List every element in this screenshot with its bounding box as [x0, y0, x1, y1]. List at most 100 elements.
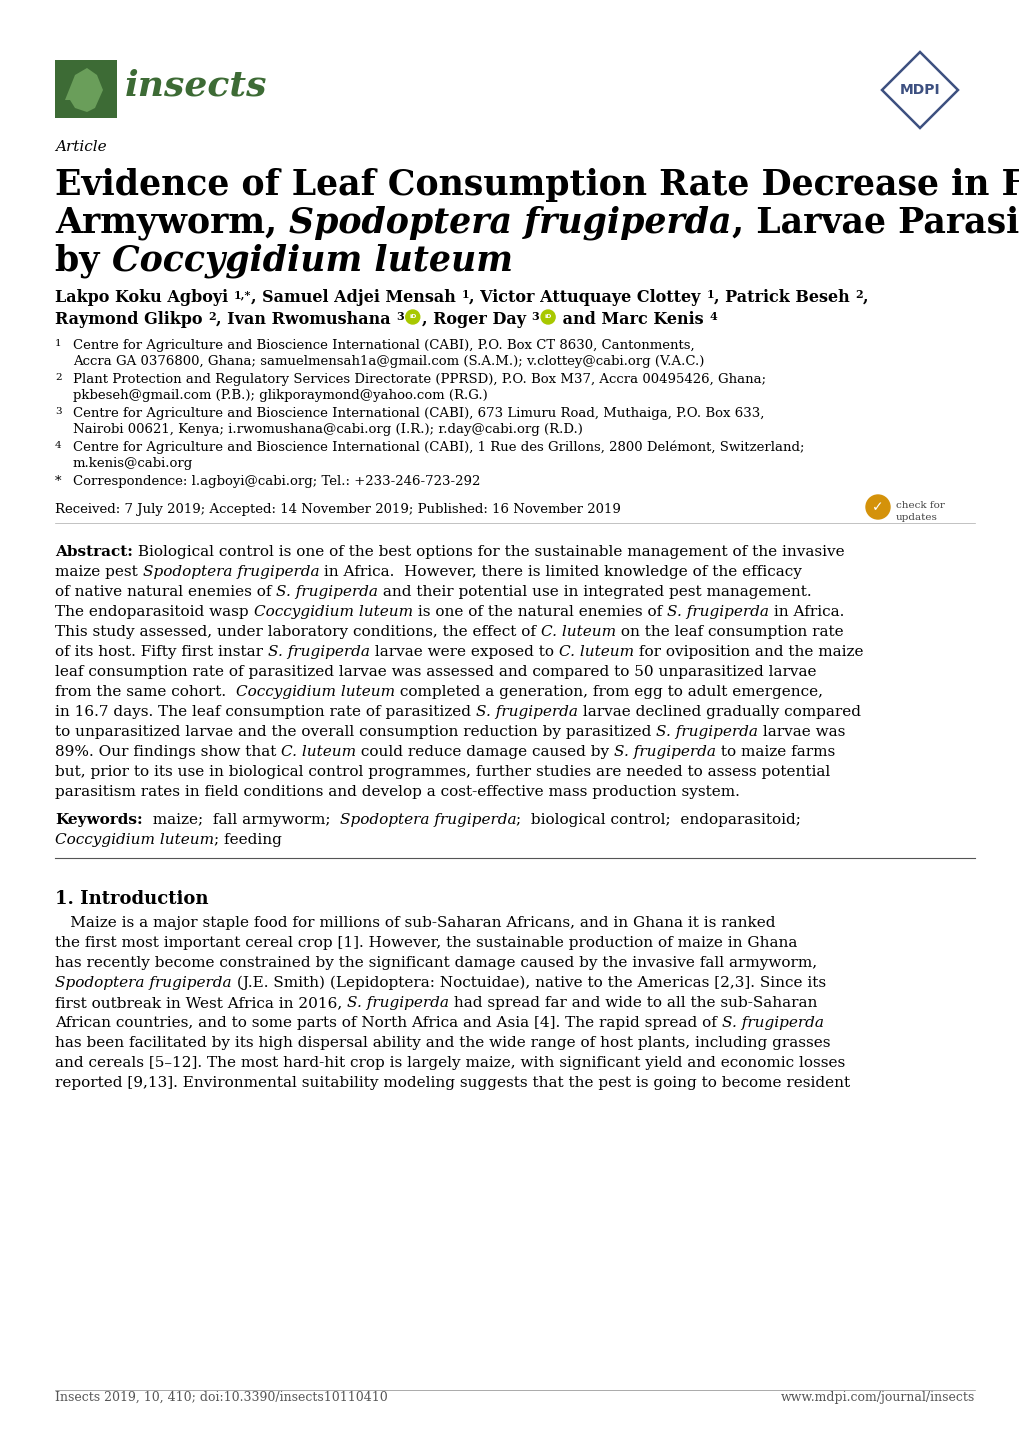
- Text: , Roger Day: , Roger Day: [421, 311, 531, 327]
- Text: iD: iD: [544, 314, 551, 320]
- Polygon shape: [881, 52, 957, 128]
- Text: and their potential use in integrated pest management.: and their potential use in integrated pe…: [378, 585, 811, 598]
- Text: ,: ,: [862, 288, 867, 306]
- Text: 3: 3: [531, 311, 539, 322]
- Text: S. frugiperda: S. frugiperda: [613, 746, 715, 758]
- Text: larvae was: larvae was: [757, 725, 845, 738]
- Text: Centre for Agriculture and Bioscience International (CABI), 1 Rue des Grillons, : Centre for Agriculture and Bioscience In…: [73, 441, 804, 454]
- Text: Insects 2019, 10, 410; doi:10.3390/insects10110410: Insects 2019, 10, 410; doi:10.3390/insec…: [55, 1392, 387, 1405]
- Text: first outbreak in West Africa in 2016,: first outbreak in West Africa in 2016,: [55, 996, 346, 1009]
- Text: S. frugiperda: S. frugiperda: [268, 645, 370, 659]
- Text: parasitism rates in field conditions and develop a cost-effective mass productio: parasitism rates in field conditions and…: [55, 784, 739, 799]
- Text: ✓: ✓: [871, 500, 882, 513]
- Text: Coccygidium luteum: Coccygidium luteum: [111, 244, 512, 278]
- Text: , Patrick Beseh: , Patrick Beseh: [713, 288, 854, 306]
- Text: and cereals [5–12]. The most hard-hit crop is largely maize, with significant yi: and cereals [5–12]. The most hard-hit cr…: [55, 1056, 845, 1070]
- Text: African countries, and to some parts of North Africa and Asia [4]. The rapid spr: African countries, and to some parts of …: [55, 1017, 721, 1030]
- Text: check for: check for: [895, 500, 944, 510]
- Text: leaf consumption rate of parasitized larvae was assessed and compared to 50 unpa: leaf consumption rate of parasitized lar…: [55, 665, 815, 679]
- Text: 4: 4: [55, 441, 61, 450]
- Text: Spodoptera frugiperda: Spodoptera frugiperda: [55, 976, 231, 991]
- Text: MDPI: MDPI: [899, 84, 940, 97]
- Text: ; feeding: ; feeding: [214, 833, 281, 846]
- Text: pkbeseh@gmail.com (P.B.); glikporaymond@yahoo.com (R.G.): pkbeseh@gmail.com (P.B.); glikporaymond@…: [73, 389, 487, 402]
- Text: 2: 2: [208, 311, 216, 322]
- Text: 3: 3: [395, 311, 404, 322]
- Text: Raymond Glikpo: Raymond Glikpo: [55, 311, 208, 327]
- Text: of native natural enemies of: of native natural enemies of: [55, 585, 276, 598]
- Text: , Victor Attuquaye Clottey: , Victor Attuquaye Clottey: [469, 288, 705, 306]
- Text: *: *: [55, 474, 61, 487]
- Text: Received: 7 July 2019; Accepted: 14 November 2019; Published: 16 November 2019: Received: 7 July 2019; Accepted: 14 Nove…: [55, 503, 621, 516]
- Text: Centre for Agriculture and Bioscience International (CABI), 673 Limuru Road, Mut: Centre for Agriculture and Bioscience In…: [73, 407, 763, 420]
- Text: , Ivan Rwomushana: , Ivan Rwomushana: [216, 311, 395, 327]
- Text: has been facilitated by its high dispersal ability and the wide range of host pl: has been facilitated by its high dispers…: [55, 1035, 829, 1050]
- Text: ;  biological control;  endoparasitoid;: ; biological control; endoparasitoid;: [516, 813, 801, 828]
- Text: Accra GA 0376800, Ghana; samuelmensah1a@gmail.com (S.A.M.); v.clottey@cabi.org (: Accra GA 0376800, Ghana; samuelmensah1a@…: [73, 355, 704, 368]
- Text: updates: updates: [895, 513, 936, 522]
- Text: but, prior to its use in biological control programmes, further studies are need: but, prior to its use in biological cont…: [55, 766, 829, 779]
- Text: to maize farms: to maize farms: [715, 746, 835, 758]
- Text: larvae declined gradually compared: larvae declined gradually compared: [578, 705, 860, 720]
- Text: 1: 1: [705, 288, 713, 300]
- FancyBboxPatch shape: [55, 61, 117, 118]
- Text: 1,*: 1,*: [233, 288, 251, 300]
- Text: and Marc Kenis: and Marc Kenis: [556, 311, 708, 327]
- Text: Maize is a major staple food for millions of sub-Saharan Africans, and in Ghana : Maize is a major staple food for million…: [55, 916, 774, 930]
- Text: has recently become constrained by the significant damage caused by the invasive: has recently become constrained by the s…: [55, 956, 816, 970]
- Text: on the leaf consumption rate: on the leaf consumption rate: [615, 624, 843, 639]
- Text: , Samuel Adjei Mensah: , Samuel Adjei Mensah: [251, 288, 462, 306]
- Text: This study assessed, under laboratory conditions, the effect of: This study assessed, under laboratory co…: [55, 624, 540, 639]
- Text: maize;  fall armyworm;: maize; fall armyworm;: [143, 813, 339, 828]
- Text: Spodoptera frugiperda: Spodoptera frugiperda: [339, 813, 516, 828]
- Text: Lakpo Koku Agboyi: Lakpo Koku Agboyi: [55, 288, 233, 306]
- Text: Correspondence: l.agboyi@cabi.org; Tel.: +233-246-723-292: Correspondence: l.agboyi@cabi.org; Tel.:…: [73, 474, 480, 487]
- Text: Article: Article: [55, 140, 107, 154]
- Circle shape: [406, 310, 420, 324]
- Text: S. frugiperda: S. frugiperda: [346, 996, 448, 1009]
- Text: 2: 2: [55, 373, 61, 382]
- Text: had spread far and wide to all the sub-Saharan: had spread far and wide to all the sub-S…: [448, 996, 816, 1009]
- Text: S. frugiperda: S. frugiperda: [721, 1017, 823, 1030]
- Text: in Africa.: in Africa.: [768, 606, 844, 619]
- Text: Coccygidium luteum: Coccygidium luteum: [55, 833, 214, 846]
- Text: C. luteum: C. luteum: [281, 746, 356, 758]
- Text: The endoparasitoid wasp: The endoparasitoid wasp: [55, 606, 254, 619]
- Text: C. luteum: C. luteum: [558, 645, 633, 659]
- Text: Keywords:: Keywords:: [55, 813, 143, 828]
- Text: S. frugiperda: S. frugiperda: [276, 585, 378, 598]
- Text: from the same cohort.: from the same cohort.: [55, 685, 235, 699]
- Text: (J.E. Smith) (Lepidoptera: Noctuidae), native to the Americas [2,3]. Since its: (J.E. Smith) (Lepidoptera: Noctuidae), n…: [231, 976, 825, 991]
- Text: www.mdpi.com/journal/insects: www.mdpi.com/journal/insects: [780, 1392, 974, 1405]
- Text: in Africa.  However, there is limited knowledge of the efficacy: in Africa. However, there is limited kno…: [319, 565, 801, 580]
- Text: for oviposition and the maize: for oviposition and the maize: [633, 645, 862, 659]
- Text: Armyworm,: Armyworm,: [55, 206, 289, 239]
- Text: to unparasitized larvae and the overall consumption reduction by parasitized: to unparasitized larvae and the overall …: [55, 725, 655, 738]
- Text: Coccygidium luteum: Coccygidium luteum: [235, 685, 394, 699]
- Text: S. frugiperda: S. frugiperda: [476, 705, 578, 720]
- Text: Centre for Agriculture and Bioscience International (CABI), P.O. Box CT 8630, Ca: Centre for Agriculture and Bioscience In…: [73, 339, 694, 352]
- Text: the first most important cereal crop [1]. However, the sustainable production of: the first most important cereal crop [1]…: [55, 936, 797, 950]
- Text: insects: insects: [125, 68, 267, 102]
- Text: reported [9,13]. Environmental suitability modeling suggests that the pest is go: reported [9,13]. Environmental suitabili…: [55, 1076, 849, 1090]
- Text: completed a generation, from egg to adult emergence,: completed a generation, from egg to adul…: [394, 685, 822, 699]
- Polygon shape: [65, 68, 103, 112]
- Circle shape: [865, 495, 890, 519]
- Text: in 16.7 days. The leaf consumption rate of parasitized: in 16.7 days. The leaf consumption rate …: [55, 705, 476, 720]
- Text: maize pest: maize pest: [55, 565, 143, 580]
- Text: Biological control is one of the best options for the sustainable management of : Biological control is one of the best op…: [132, 545, 844, 559]
- Text: Spodoptera frugiperda: Spodoptera frugiperda: [289, 206, 731, 241]
- Text: iD: iD: [409, 314, 416, 320]
- Text: larvae were exposed to: larvae were exposed to: [370, 645, 558, 659]
- Text: Nairobi 00621, Kenya; i.rwomushana@cabi.org (I.R.); r.day@cabi.org (R.D.): Nairobi 00621, Kenya; i.rwomushana@cabi.…: [73, 423, 582, 435]
- Text: 1. Introduction: 1. Introduction: [55, 890, 208, 908]
- Text: 3: 3: [55, 407, 61, 415]
- Text: of its host. Fifty first instar: of its host. Fifty first instar: [55, 645, 268, 659]
- Text: 1: 1: [55, 339, 61, 348]
- Circle shape: [541, 310, 554, 324]
- Text: Abstract:: Abstract:: [55, 545, 132, 559]
- Text: C. luteum: C. luteum: [540, 624, 615, 639]
- Text: S. frugiperda: S. frugiperda: [666, 606, 768, 619]
- Text: by: by: [55, 244, 111, 278]
- Text: 89%. Our findings show that: 89%. Our findings show that: [55, 746, 281, 758]
